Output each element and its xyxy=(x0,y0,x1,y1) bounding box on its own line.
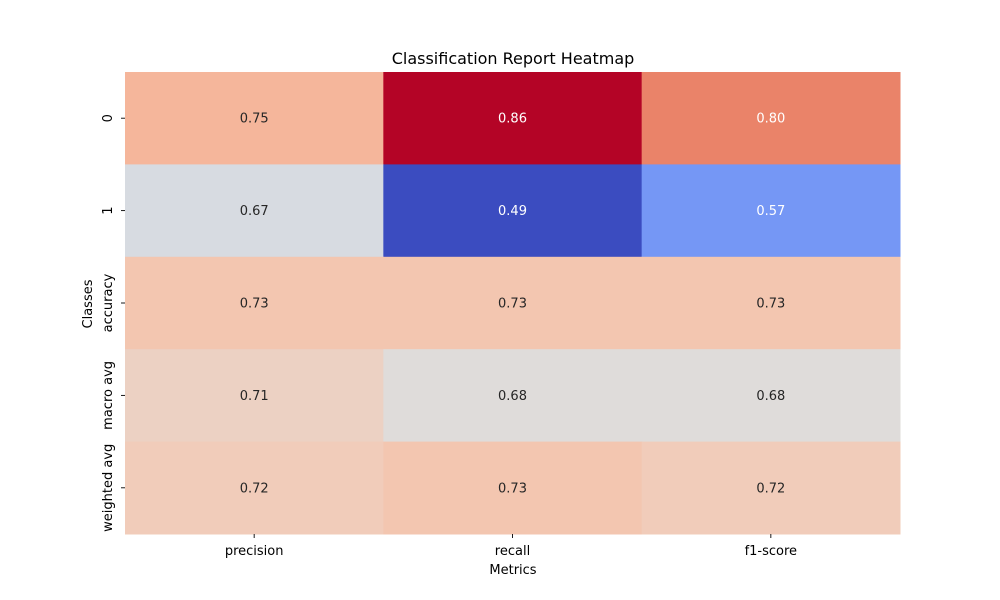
heatmap-cell-labels: 0.75 0.86 0.80 0.67 0.49 0.57 0.73 0.73 0.73 0.71… xyxy=(240,112,786,497)
y-axis: 0 1 accuracy macro avg weighted avg xyxy=(101,114,125,532)
cell-value-label: 0.86 xyxy=(498,112,527,127)
x-axis: precision recall f1-score xyxy=(225,534,797,559)
cell-value-label: 0.57 xyxy=(756,204,785,219)
x-tick-label: f1-score xyxy=(745,544,797,559)
y-tick-label: accuracy xyxy=(101,273,116,332)
y-tick-label: 1 xyxy=(101,206,116,214)
heatmap-cell xyxy=(641,72,901,165)
x-tick-label: precision xyxy=(225,544,284,559)
cell-value-label: 0.80 xyxy=(756,112,785,127)
chart-title: Classification Report Heatmap xyxy=(392,49,635,68)
heatmap-cell xyxy=(641,256,901,350)
heatmap-cell xyxy=(383,256,643,350)
heatmap-cell xyxy=(125,164,384,258)
cell-value-label: 0.72 xyxy=(756,481,785,496)
x-tick-label: recall xyxy=(495,544,530,559)
cell-value-label: 0.73 xyxy=(756,297,785,312)
heatmap-cell xyxy=(383,349,643,443)
y-axis-label: Classes xyxy=(81,279,96,328)
cell-value-label: 0.67 xyxy=(240,204,269,219)
cell-value-label: 0.68 xyxy=(756,389,785,404)
heatmap-cells xyxy=(125,72,901,535)
cell-value-label: 0.68 xyxy=(498,389,527,404)
cell-value-label: 0.72 xyxy=(240,481,269,496)
heatmap-cell xyxy=(125,441,384,535)
x-axis-label: Metrics xyxy=(489,563,536,578)
heatmap-cell xyxy=(383,72,643,165)
heatmap-cell xyxy=(383,164,643,258)
heatmap-cell xyxy=(641,349,901,443)
y-tick-label: weighted avg xyxy=(101,444,116,532)
y-tick-label: macro avg xyxy=(101,361,116,430)
cell-value-label: 0.49 xyxy=(498,204,527,219)
cell-value-label: 0.73 xyxy=(240,297,269,312)
cell-value-label: 0.73 xyxy=(498,297,527,312)
heatmap-cell xyxy=(641,164,901,258)
heatmap-cell xyxy=(383,441,643,535)
heatmap-cell xyxy=(641,441,901,535)
cell-value-label: 0.75 xyxy=(240,112,269,127)
heatmap-cell xyxy=(125,349,384,443)
y-tick-label: 0 xyxy=(101,114,116,122)
cell-value-label: 0.73 xyxy=(498,481,527,496)
cell-value-label: 0.71 xyxy=(240,389,269,404)
heatmap-cell xyxy=(125,72,384,165)
heatmap-cell xyxy=(125,256,384,350)
